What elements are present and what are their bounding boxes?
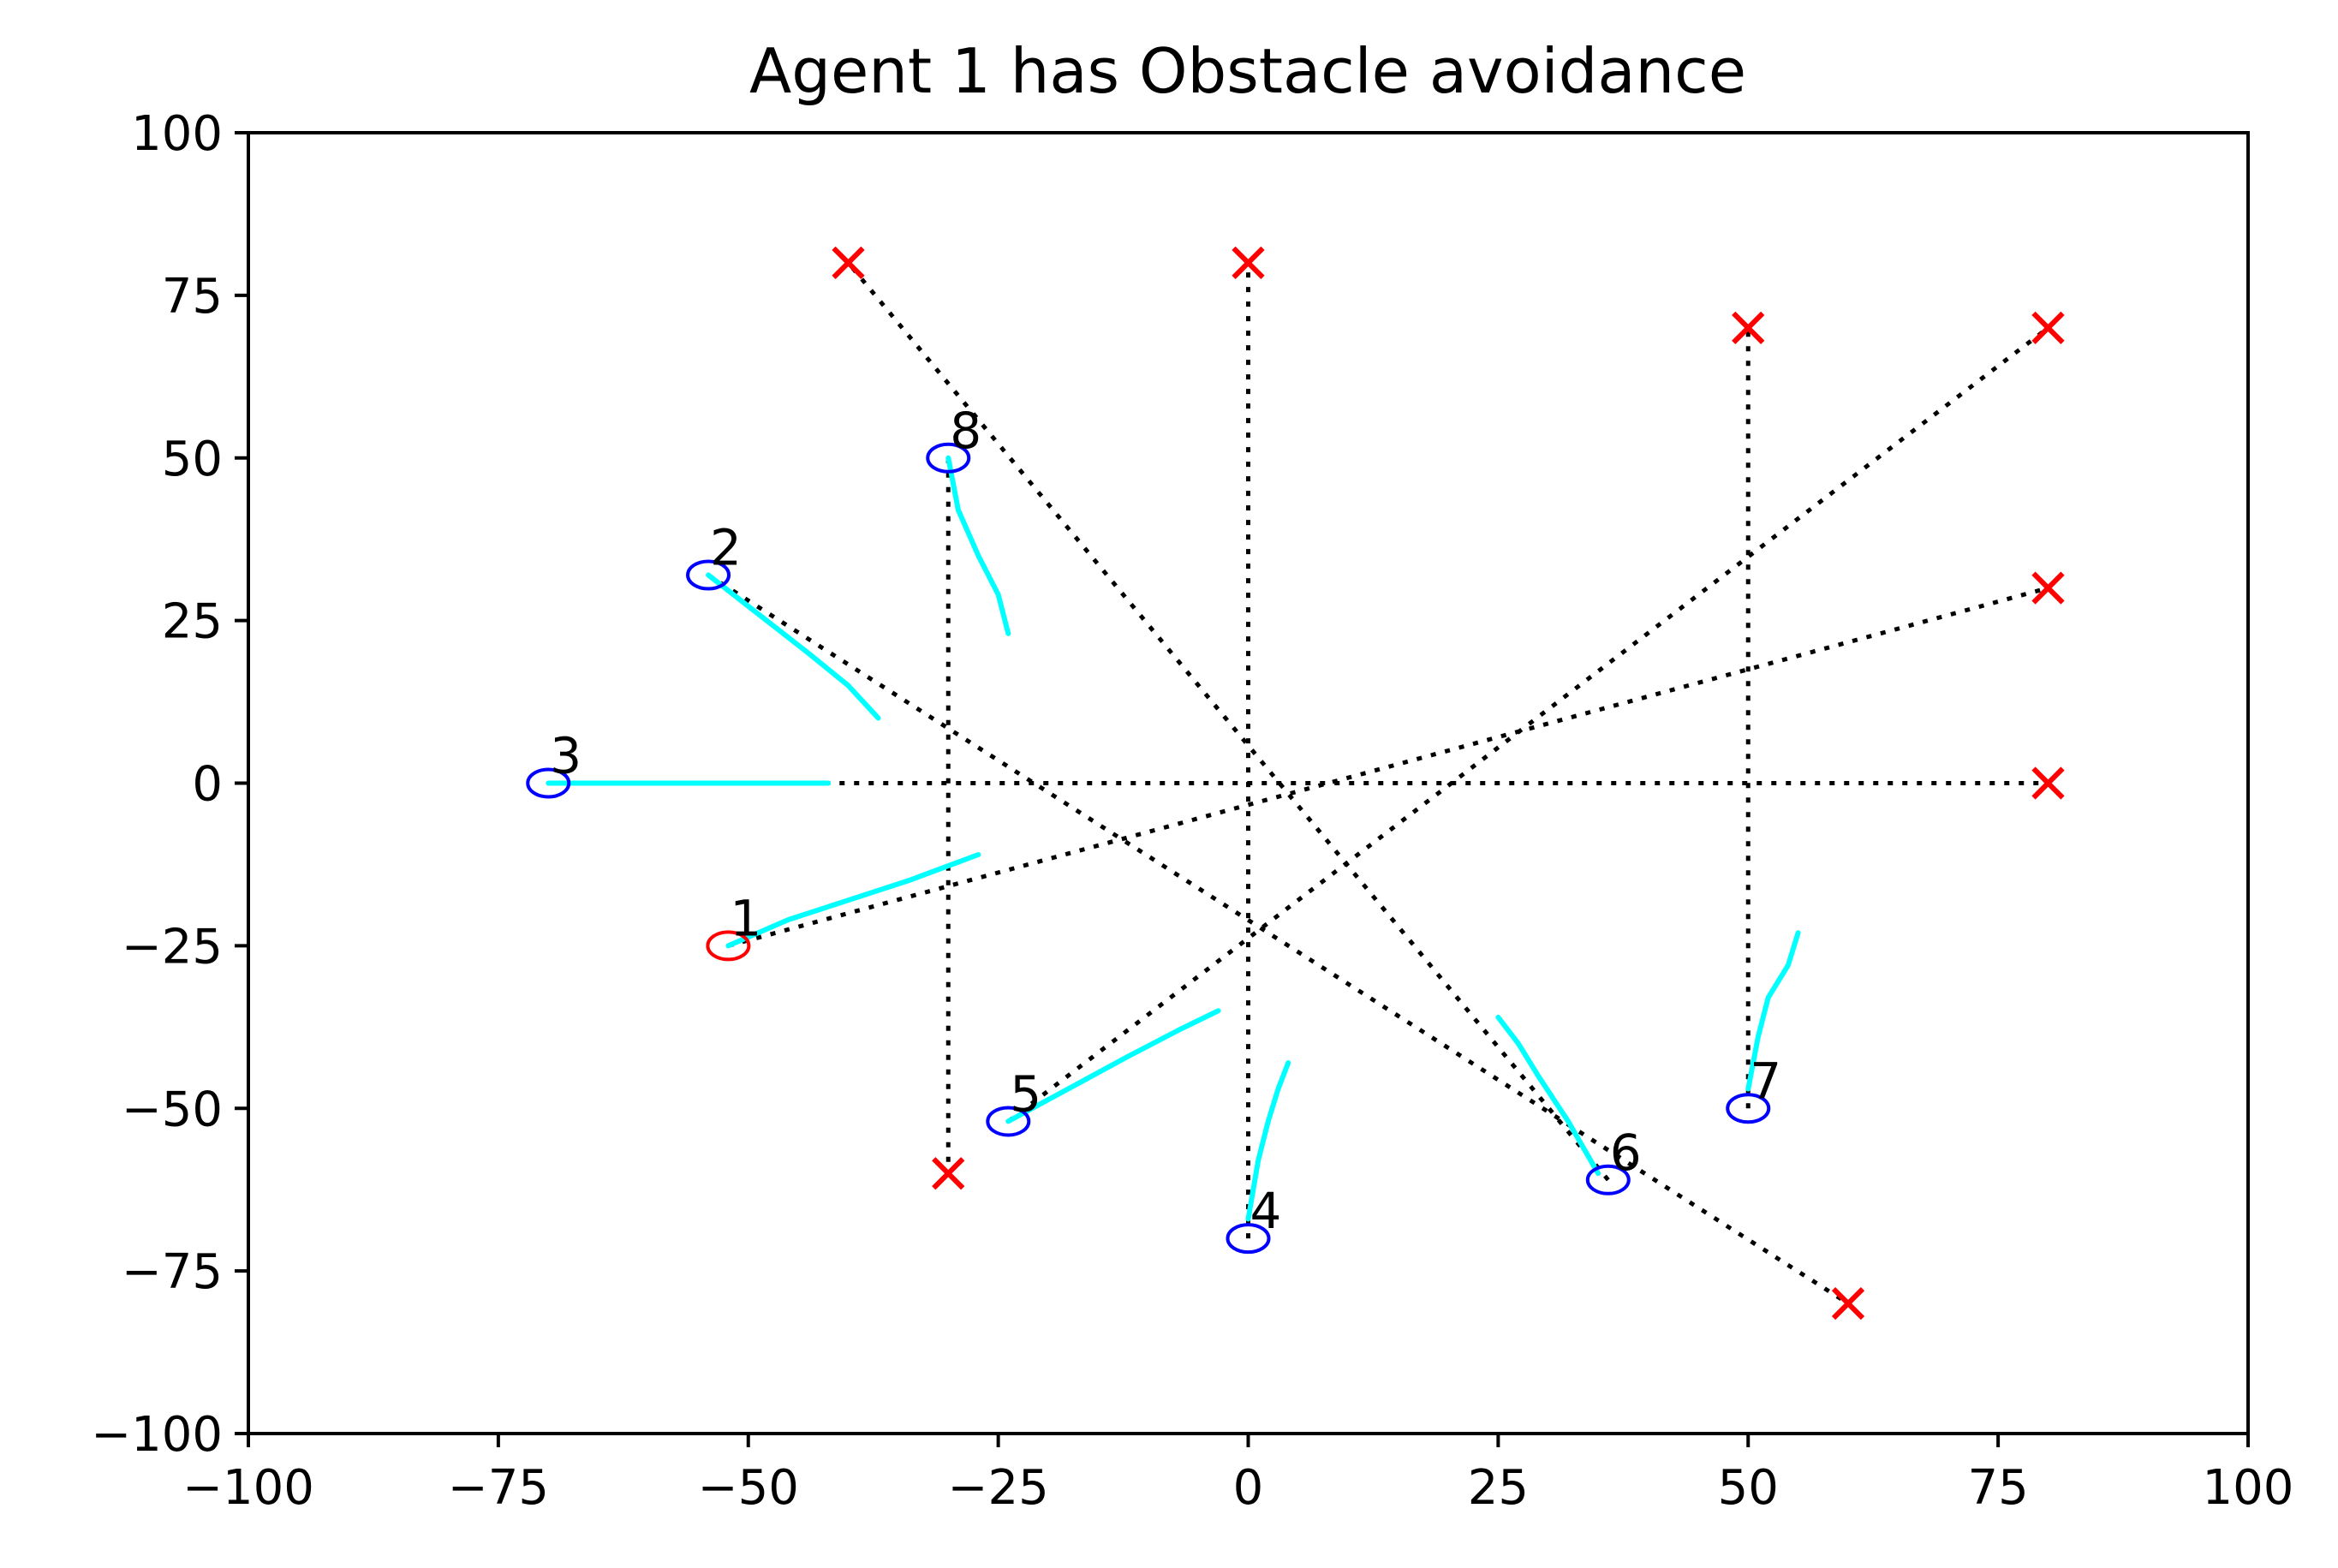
y-tick-label: 50 — [162, 432, 223, 487]
y-tick-label: −75 — [122, 1244, 223, 1300]
trajectory-agent-2 — [706, 572, 881, 721]
agent-marker-5 — [986, 1106, 1031, 1137]
agent-marker-7 — [1726, 1093, 1771, 1124]
goal-marker-agent-1 — [2031, 571, 2065, 605]
trajectory-agent-5 — [1005, 1008, 1221, 1124]
agent-label-4: 4 — [1250, 1182, 1282, 1240]
goal-marker-agent-2 — [1831, 1286, 1865, 1321]
agent-markers-layer — [526, 442, 1771, 1255]
agent-label-1: 1 — [730, 889, 761, 947]
chart-title: Agent 1 has Obstacle avoidance — [749, 35, 1746, 107]
goal-marker-stroke — [832, 246, 865, 280]
goal-marker-agent-3 — [2031, 766, 2065, 800]
x-tick-label: 25 — [1468, 1460, 1529, 1516]
agent-marker-6 — [1585, 1164, 1631, 1195]
trajectory-agent-1 — [725, 852, 981, 949]
y-tick-label: −100 — [91, 1407, 223, 1463]
x-tick-label: 0 — [1233, 1460, 1264, 1516]
planned-path-agent-1 — [727, 586, 2049, 948]
y-axis: −100 −75 −50 −25 0 25 50 75 100 — [91, 106, 248, 1463]
agent-label-2: 2 — [710, 518, 742, 576]
x-tick-label: 75 — [1967, 1460, 2028, 1516]
agent-label-5: 5 — [1010, 1064, 1041, 1123]
x-tick-label: −100 — [182, 1460, 314, 1516]
agent-label-7: 7 — [1750, 1052, 1781, 1110]
x-axis: −100 −75 −50 −25 0 25 50 75 100 — [182, 1434, 2293, 1516]
trajectory-agent-8 — [945, 455, 1011, 636]
agent-labels-layer: 1 2 3 4 5 6 7 8 — [550, 402, 1781, 1240]
goal-marker-agent-5 — [2031, 311, 2065, 344]
goal-marker-agent-4 — [1232, 246, 1265, 280]
agent-marker-4 — [1226, 1223, 1271, 1255]
agent-marker-3 — [526, 767, 571, 799]
goal-marker-stroke — [932, 1157, 965, 1190]
goal-marker-agent-6 — [832, 246, 865, 280]
x-tick-label: −50 — [698, 1460, 799, 1516]
y-tick-label: 75 — [162, 269, 223, 325]
x-tick-label: −75 — [448, 1460, 549, 1516]
planned-path-agent-6 — [846, 261, 1610, 1182]
goal-marker-stroke — [2031, 766, 2065, 800]
goal-marker-stroke — [1732, 311, 1765, 344]
y-tick-label: 100 — [131, 106, 223, 162]
agent-label-6: 6 — [1610, 1124, 1642, 1182]
y-tick-label: 25 — [162, 594, 223, 650]
agent-label-8: 8 — [950, 402, 981, 460]
x-tick-label: 100 — [2203, 1460, 2294, 1516]
trajectory-agent-4 — [1245, 1060, 1291, 1222]
trajectories-layer — [546, 455, 1801, 1222]
agent-marker-1 — [706, 930, 751, 962]
goal-marker-agent-7 — [1732, 311, 1765, 344]
goal-marker-stroke — [2031, 571, 2065, 605]
trajectory-agent-7 — [1745, 930, 1801, 1092]
y-tick-label: 0 — [192, 757, 223, 813]
goal-marker-agent-8 — [932, 1157, 965, 1190]
goal-marker-stroke — [1831, 1286, 1865, 1321]
goal-marker-stroke — [2031, 311, 2065, 344]
agent-marker-2 — [686, 559, 731, 591]
agent-marker-8 — [926, 442, 971, 474]
y-tick-label: −25 — [122, 919, 223, 975]
goal-marker-stroke — [1232, 246, 1265, 280]
trajectory-agent-6 — [1495, 1014, 1601, 1177]
goal-markers-layer — [832, 246, 2065, 1321]
x-tick-label: 50 — [1718, 1460, 1779, 1516]
planned-path-agent-5 — [1006, 325, 2050, 1124]
agent-label-3: 3 — [550, 727, 582, 785]
x-tick-label: −25 — [948, 1460, 1049, 1516]
y-tick-label: −50 — [122, 1082, 223, 1137]
